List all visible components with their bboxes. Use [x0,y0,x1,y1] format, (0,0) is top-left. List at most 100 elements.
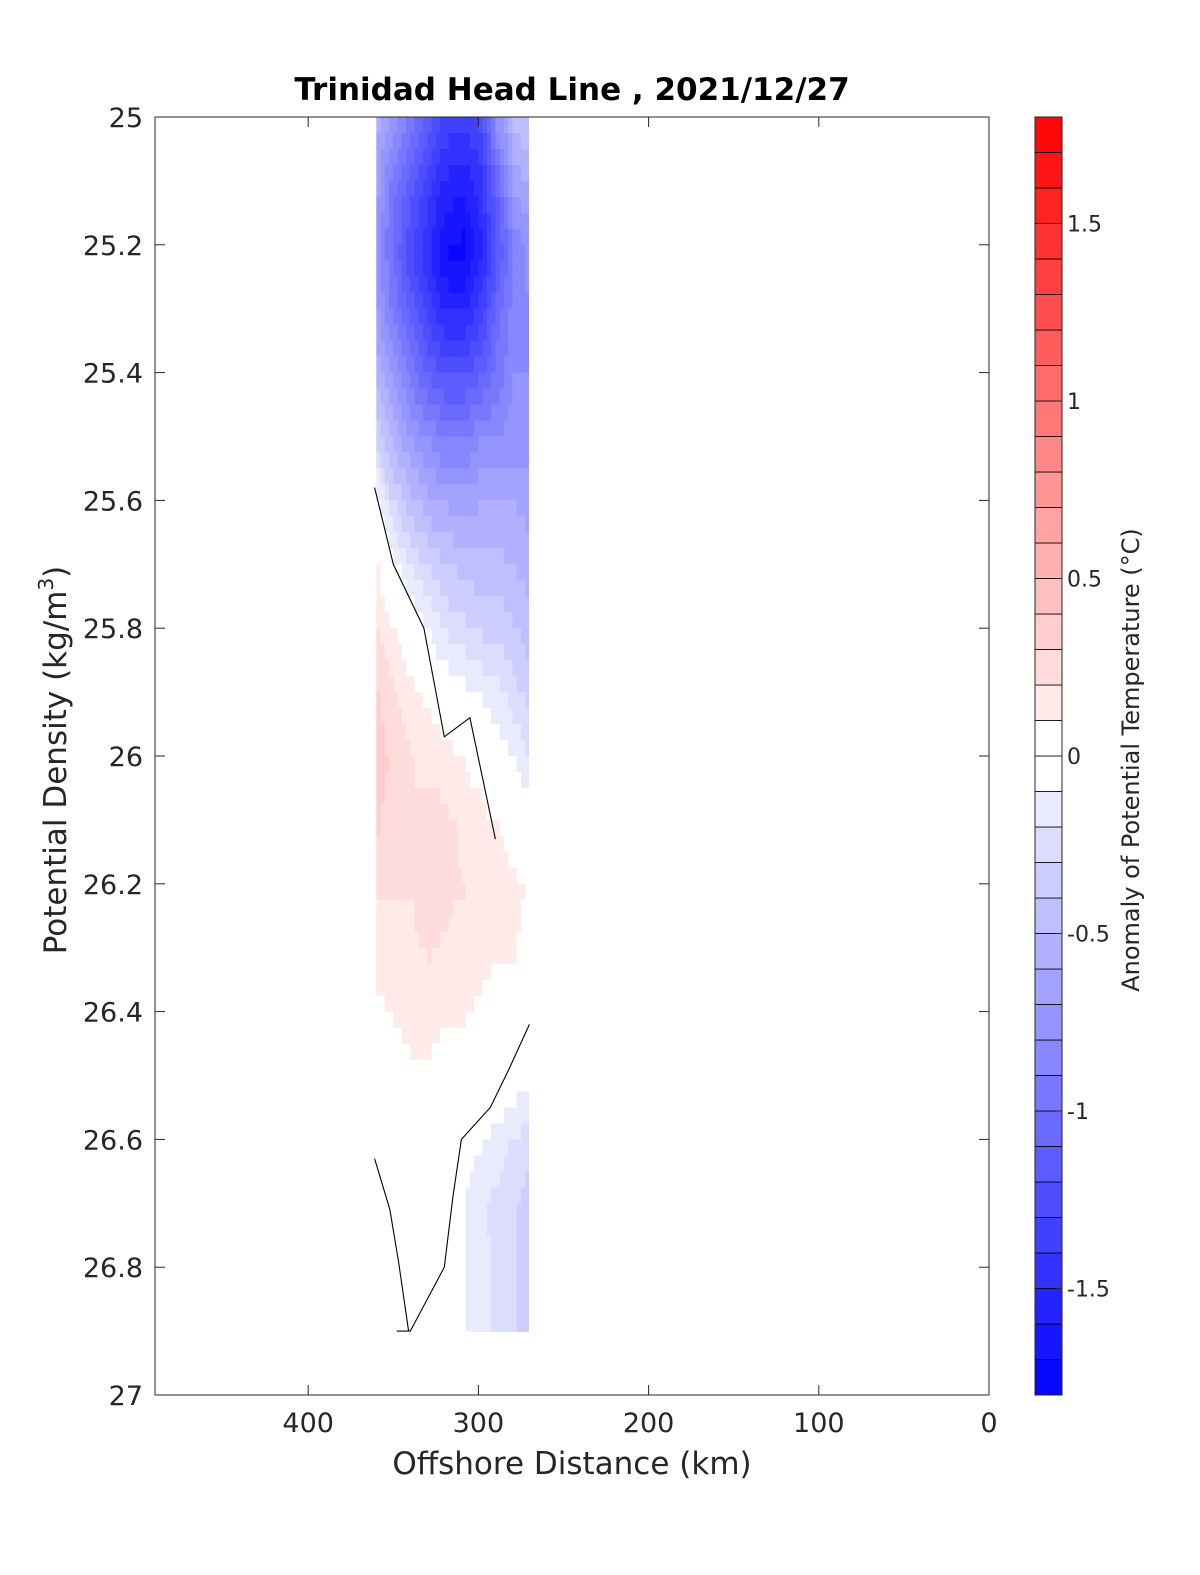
heatmap-cell [418,564,424,581]
heatmap-cell [516,1315,522,1332]
heatmap-cell [482,963,488,981]
heatmap-cell [469,771,475,789]
chart-title: Trinidad Head Line , 2021/12/27 [294,72,849,108]
heatmap-cell [444,803,450,821]
heatmap-cell [444,180,450,198]
heatmap-cell [491,196,497,214]
heatmap-cell [516,1171,522,1188]
heatmap-cell [474,117,479,134]
heatmap-cell [525,196,529,214]
heatmap-cell [410,1187,416,1204]
heatmap-cell [423,356,428,374]
heatmap-cell [397,436,403,454]
heatmap-cell [427,516,433,533]
heatmap-cell [503,1091,509,1109]
heatmap-cell [503,995,509,1013]
heatmap-cell [389,260,394,278]
heatmap-cell [469,468,475,486]
heatmap-cell [461,851,467,869]
heatmap-cell [380,883,386,901]
heatmap-cell [389,1315,394,1332]
heatmap-cell [457,1251,462,1268]
heatmap-cell [469,1027,475,1045]
heatmap-cell [397,324,403,342]
heatmap-cell [389,1043,394,1061]
heatmap-cell [423,516,428,533]
heatmap-cell [520,724,526,741]
heatmap-cell [435,1123,441,1140]
heatmap-cell [457,1315,462,1332]
heatmap-cell [401,452,407,470]
heatmap-cell [435,404,441,422]
heatmap-cell [520,117,526,134]
heatmap-cell [461,1283,467,1300]
heatmap-cell [435,1187,441,1204]
heatmap-cell [512,724,518,741]
heatmap-cell [461,117,467,134]
heatmap-cell [410,724,416,741]
heatmap-cell [380,612,386,629]
heatmap-cell [376,468,382,486]
heatmap-cell [448,532,454,549]
heatmap-cell [406,1203,411,1220]
heatmap-cell [384,212,390,230]
heatmap-cell [435,532,441,549]
heatmap-cell [414,388,420,406]
heatmap-cell [427,915,433,933]
heatmap-cell [380,899,386,917]
heatmap-cell [384,1251,390,1268]
heatmap-cell [474,1027,479,1045]
heatmap-cell [448,1043,454,1061]
heatmap-cell [508,1251,514,1268]
heatmap-cell [491,340,497,358]
heatmap-cell [401,532,407,549]
heatmap-cell [486,1059,492,1077]
heatmap-cell [503,883,509,901]
heatmap-cell [431,117,437,134]
heatmap-cell [406,260,411,278]
heatmap-cell [465,771,471,789]
heatmap-cell [380,180,386,198]
heatmap-cell [410,484,416,501]
heatmap-cell [525,1155,529,1172]
heatmap-cell [520,1059,526,1077]
heatmap-cell [482,1235,488,1252]
heatmap-cell [380,292,386,310]
heatmap-cell [431,899,437,917]
heatmap-cell [397,164,403,182]
y-tick-label: 25.6 [83,486,143,517]
heatmap-cell [482,644,488,661]
heatmap-cell [397,1187,403,1204]
heatmap-cell [427,164,433,182]
heatmap-cell [465,117,471,134]
heatmap-cell [516,851,522,869]
heatmap-cell [465,164,471,182]
heatmap-cell [376,420,382,438]
heatmap-cell [410,1155,416,1172]
heatmap-cell [461,756,467,773]
heatmap-cell [457,420,462,438]
heatmap-cell [444,947,450,965]
heatmap-cell [499,1139,505,1156]
heatmap-cell [520,356,526,374]
heatmap-cell [393,1027,399,1045]
heatmap-cell [397,356,403,374]
heatmap-cell [495,596,501,613]
heatmap-cell [418,628,424,645]
heatmap-cell [520,1315,526,1332]
heatmap-cell [410,899,416,917]
heatmap-cell [478,883,484,901]
heatmap-cell [414,1331,420,1332]
heatmap-cell [491,516,497,533]
heatmap-cell [410,1235,416,1252]
heatmap-cell [406,1059,411,1077]
heatmap-cell [448,244,454,262]
heatmap-cell [457,468,462,486]
heatmap-cell [495,548,501,565]
heatmap-cell [520,1187,526,1204]
heatmap-cell [508,276,514,294]
heatmap-cell [520,196,526,214]
heatmap-cell [406,963,411,981]
heatmap-cell [469,404,475,422]
heatmap-cell [469,1315,475,1332]
